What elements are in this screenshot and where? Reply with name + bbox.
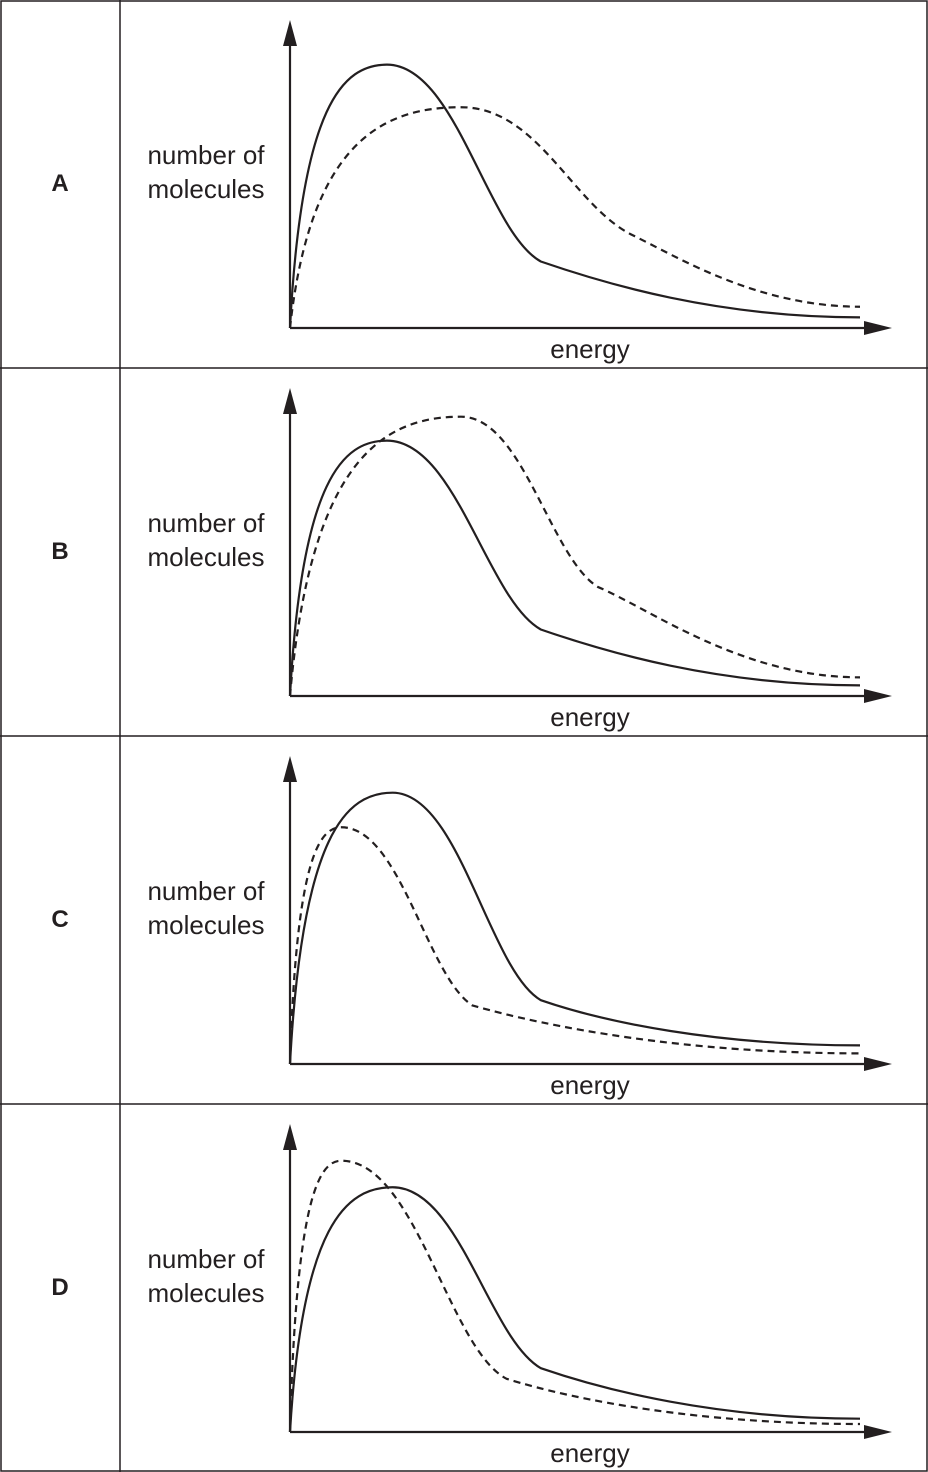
solid-distribution-curve	[290, 441, 860, 696]
x-axis-arrowhead	[864, 1425, 892, 1439]
energy-distribution-plot	[0, 1104, 928, 1472]
solid-distribution-curve	[290, 65, 860, 328]
energy-distribution-plot	[0, 368, 928, 736]
option-row-a: A number of molecules energy	[0, 0, 928, 368]
option-row-b: B number of molecules energy	[0, 368, 928, 736]
dashed-distribution-curve	[290, 827, 860, 1064]
y-axis-arrowhead	[283, 756, 297, 782]
x-axis-arrowhead	[864, 689, 892, 703]
solid-distribution-curve	[290, 793, 860, 1064]
y-axis-arrowhead	[283, 388, 297, 414]
x-axis-arrowhead	[864, 321, 892, 335]
energy-distribution-plot	[0, 0, 928, 368]
energy-distribution-plot	[0, 736, 928, 1104]
dashed-distribution-curve	[290, 417, 860, 696]
dashed-distribution-curve	[290, 107, 860, 328]
y-axis-arrowhead	[283, 1124, 297, 1150]
option-row-d: D number of molecules energy	[0, 1104, 928, 1472]
y-axis-arrowhead	[283, 20, 297, 46]
dashed-distribution-curve	[290, 1161, 860, 1432]
option-row-c: C number of molecules energy	[0, 736, 928, 1104]
x-axis-arrowhead	[864, 1057, 892, 1071]
